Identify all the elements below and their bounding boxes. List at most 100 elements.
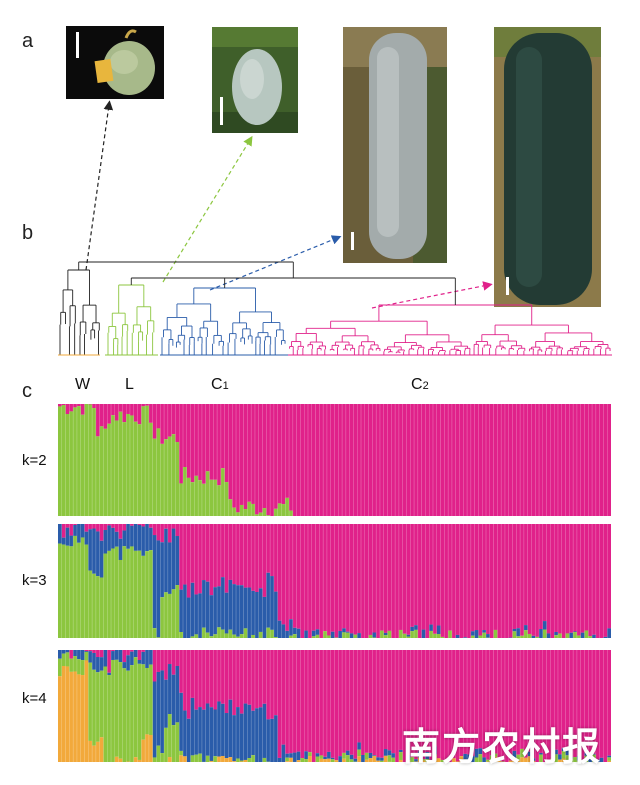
k4-label: k=4 [22, 690, 47, 707]
k4-bar-blue [247, 704, 252, 759]
k4-bar-blue [273, 715, 278, 762]
k4-bar-green [129, 665, 135, 762]
k3-bar-magenta [129, 524, 135, 526]
k3-bar-magenta [398, 524, 403, 630]
k3-bar-magenta [421, 524, 426, 630]
k3-bar-blue [205, 581, 210, 633]
k4-bar-blue [88, 651, 93, 663]
k2-bar-magenta [167, 404, 172, 437]
k3-bar-blue [148, 527, 153, 551]
k4-bar-orange [376, 760, 381, 762]
k4-bar-green [111, 659, 116, 762]
k3-bar-magenta [372, 524, 377, 633]
k4-bar-green [58, 658, 63, 677]
k2-bar-green [133, 421, 138, 516]
k4-bar-blue [376, 757, 381, 761]
k4-bar-magenta [379, 650, 385, 758]
k2-bar-magenta [531, 404, 536, 516]
k3-bar-blue [406, 634, 411, 637]
k2-bar-magenta [292, 404, 297, 516]
k3-bar-magenta [345, 524, 350, 632]
k4-bar-magenta [92, 650, 97, 653]
k4-bar-magenta [565, 650, 570, 751]
k3-bar-magenta [160, 524, 165, 543]
k4-bar-orange [436, 758, 441, 762]
k3-bar-magenta [326, 524, 332, 636]
k4-bar-green [486, 759, 491, 762]
k2-bar-magenta [111, 404, 116, 416]
k4-bar-magenta [592, 650, 597, 754]
k4-bar-blue [372, 755, 377, 756]
k3-bar-blue [220, 577, 225, 630]
k2-bar-magenta [569, 404, 574, 516]
k4-bar-magenta [467, 650, 472, 755]
k3-bar-blue [111, 527, 116, 549]
k4-bar-blue [565, 750, 570, 756]
k2-bar-magenta [478, 404, 483, 516]
k2-bar-magenta [372, 404, 377, 516]
k3-bar-magenta [368, 524, 373, 635]
k4-bar-orange [523, 757, 528, 762]
k3-bar-green [493, 629, 498, 638]
k4-bar-blue [398, 749, 403, 753]
k3-bar-magenta [258, 524, 263, 589]
k4-bar-blue [330, 757, 335, 760]
k3-bar-green [190, 636, 195, 638]
k4-bar-blue [414, 759, 419, 762]
k3-bar-green [557, 633, 563, 638]
k2-bar-magenta [209, 404, 214, 480]
k3-bar-magenta [520, 524, 525, 636]
k4-bar-blue [383, 749, 388, 756]
k3-bar-magenta [292, 524, 297, 628]
k4-bar-orange [398, 759, 403, 762]
k4-bar-orange [307, 756, 313, 762]
k3-bar-blue [224, 592, 229, 634]
k4-bar-orange [88, 740, 93, 762]
k4-bar-blue [379, 757, 385, 761]
k3-bar-blue [292, 627, 297, 635]
k2-bar-magenta [342, 404, 347, 516]
k3-bar-blue [311, 630, 316, 637]
k4-bar-blue [285, 753, 290, 758]
k3-bar-magenta [228, 524, 233, 580]
k4-bar-magenta [425, 650, 430, 753]
k4-bar-orange [372, 755, 377, 762]
k3-bar-blue [304, 630, 309, 638]
k3-bar-magenta [349, 524, 354, 634]
k4-bar-green [141, 664, 146, 740]
k2-bar-green [80, 414, 85, 516]
k3-bar-blue [171, 528, 176, 590]
k2-bar-magenta [557, 404, 563, 516]
k4-bar-orange [417, 757, 422, 762]
k3-bar-green [342, 632, 347, 638]
k3-bar-magenta [338, 524, 343, 632]
k3-bar-magenta [137, 524, 142, 526]
k3-bar-blue [554, 631, 559, 636]
k3-bar-blue [160, 542, 165, 598]
k4-bar-magenta [95, 650, 100, 658]
k2-bar-green [171, 434, 176, 516]
k3-bar-blue [262, 596, 267, 638]
k4-bar-blue [326, 751, 332, 759]
k4-bar-green [118, 662, 123, 759]
k2-bar-green [213, 479, 218, 516]
k3-bar-blue [167, 542, 172, 594]
k3-bar-green [148, 550, 153, 638]
k4-bar-magenta [292, 650, 297, 753]
k2-bar-green [254, 514, 260, 516]
k4-bar-green [167, 714, 172, 758]
k4-bar-blue [277, 757, 282, 762]
k4-bar-magenta [338, 650, 343, 757]
k3-bar-magenta [429, 524, 434, 625]
k2-bar-magenta [421, 404, 426, 516]
k2-bar-magenta [436, 404, 441, 516]
k2-bar-magenta [546, 404, 551, 516]
k4-bar-blue [205, 703, 210, 756]
k4-bar-blue [179, 692, 184, 751]
k3-bar-blue [603, 636, 608, 638]
k3-bar-blue [546, 633, 551, 638]
k2-bar-magenta [402, 404, 407, 516]
k3-bar-magenta [440, 524, 445, 637]
k4-bar-green [391, 757, 396, 762]
k4-bar-magenta [273, 650, 278, 716]
